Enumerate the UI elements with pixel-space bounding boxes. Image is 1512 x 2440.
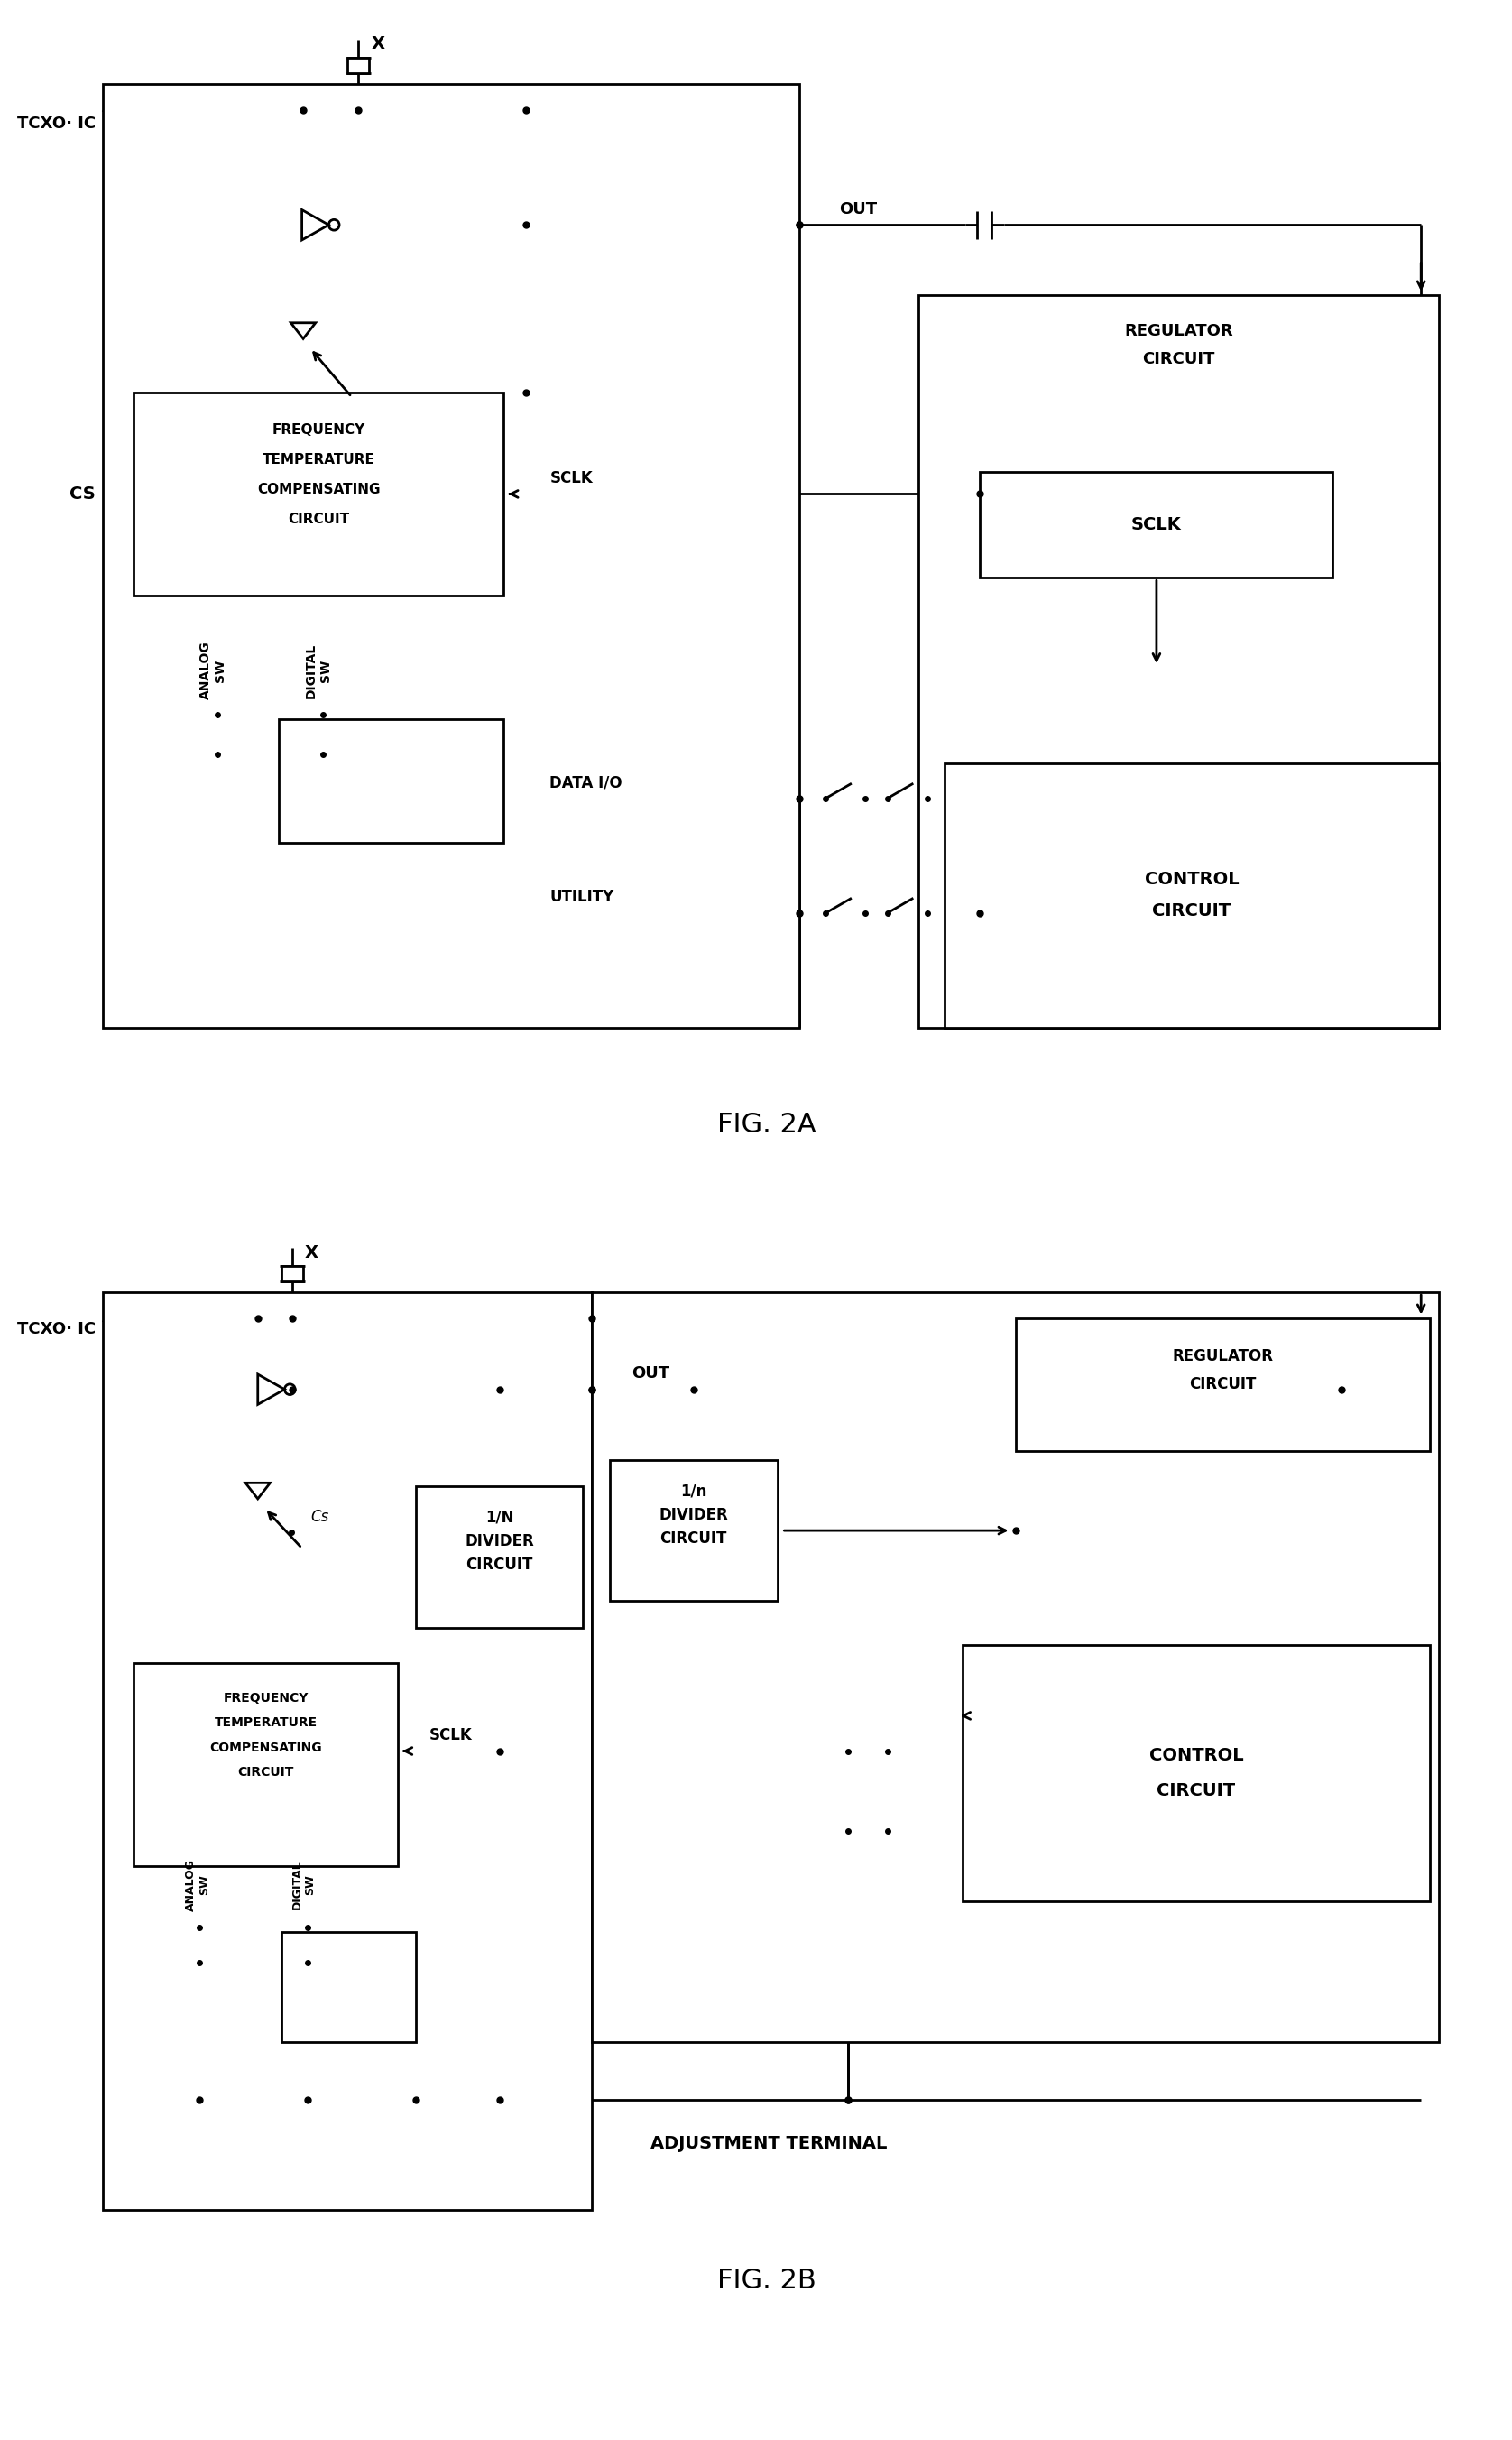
- Bar: [133, 1662, 398, 1867]
- Text: CIRCUIT: CIRCUIT: [237, 1767, 293, 1779]
- Text: FREQUENCY: FREQUENCY: [272, 422, 366, 437]
- Text: COMPENSATING: COMPENSATING: [210, 1742, 322, 1754]
- Bar: [593, 1293, 1439, 2042]
- Text: FIG. 2B: FIG. 2B: [717, 2267, 816, 2294]
- Bar: [945, 764, 1439, 1027]
- Bar: [281, 1266, 302, 1281]
- Text: CIRCUIT: CIRCUIT: [1188, 1376, 1256, 1393]
- Text: CIRCUIT: CIRCUIT: [466, 1557, 534, 1574]
- Text: DIVIDER: DIVIDER: [464, 1532, 534, 1549]
- Text: Cs: Cs: [310, 1510, 330, 1525]
- Text: X: X: [370, 37, 384, 54]
- Text: COMPENSATING: COMPENSATING: [257, 483, 380, 495]
- Bar: [609, 1459, 777, 1601]
- Text: ANALOG
SW: ANALOG SW: [184, 1859, 210, 1911]
- Bar: [416, 1486, 584, 1627]
- Text: OUT: OUT: [632, 1366, 670, 1381]
- Text: ADJUSTMENT TERMINAL: ADJUSTMENT TERMINAL: [650, 2135, 886, 2152]
- Text: OUT: OUT: [839, 200, 877, 217]
- Text: TEMPERATURE: TEMPERATURE: [215, 1715, 318, 1730]
- Text: SCLK: SCLK: [1131, 517, 1182, 534]
- Text: TCXO· IC: TCXO· IC: [17, 115, 95, 132]
- Text: 1/n: 1/n: [680, 1484, 706, 1498]
- Text: SCLK: SCLK: [550, 471, 593, 486]
- Bar: [281, 1932, 416, 2042]
- Text: DATA I/O: DATA I/O: [550, 773, 623, 791]
- Text: TEMPERATURE: TEMPERATURE: [262, 454, 375, 466]
- Text: FREQUENCY: FREQUENCY: [224, 1691, 308, 1706]
- Text: CS: CS: [70, 486, 95, 503]
- Text: REGULATOR: REGULATOR: [1172, 1347, 1273, 1364]
- Text: REGULATOR: REGULATOR: [1123, 322, 1232, 339]
- Text: CIRCUIT: CIRCUIT: [659, 1530, 727, 1547]
- Text: DIGITAL
SW: DIGITAL SW: [305, 642, 333, 698]
- Text: X: X: [305, 1244, 319, 1261]
- Text: CIRCUIT: CIRCUIT: [1142, 351, 1214, 366]
- Text: SCLK: SCLK: [429, 1728, 472, 1742]
- Bar: [348, 56, 369, 73]
- Text: DIGITAL
SW: DIGITAL SW: [290, 1859, 316, 1911]
- Text: ANALOG
SW: ANALOG SW: [200, 642, 227, 700]
- Text: CIRCUIT: CIRCUIT: [1152, 903, 1231, 920]
- Bar: [133, 393, 503, 595]
- Bar: [980, 471, 1334, 578]
- Text: CIRCUIT: CIRCUIT: [287, 512, 349, 527]
- Text: UTILITY: UTILITY: [550, 888, 614, 905]
- Bar: [103, 1293, 593, 2211]
- Text: CIRCUIT: CIRCUIT: [1157, 1781, 1235, 1798]
- Text: FIG. 2A: FIG. 2A: [717, 1113, 816, 1137]
- Text: CONTROL: CONTROL: [1145, 871, 1238, 888]
- Text: TCXO· IC: TCXO· IC: [17, 1322, 95, 1337]
- Bar: [278, 720, 503, 842]
- Bar: [1016, 1318, 1430, 1452]
- Bar: [103, 83, 800, 1027]
- Text: CONTROL: CONTROL: [1149, 1747, 1243, 1764]
- Text: 1/N: 1/N: [485, 1510, 514, 1525]
- Text: DIVIDER: DIVIDER: [659, 1505, 729, 1523]
- Bar: [918, 295, 1439, 1027]
- Bar: [963, 1645, 1430, 1901]
